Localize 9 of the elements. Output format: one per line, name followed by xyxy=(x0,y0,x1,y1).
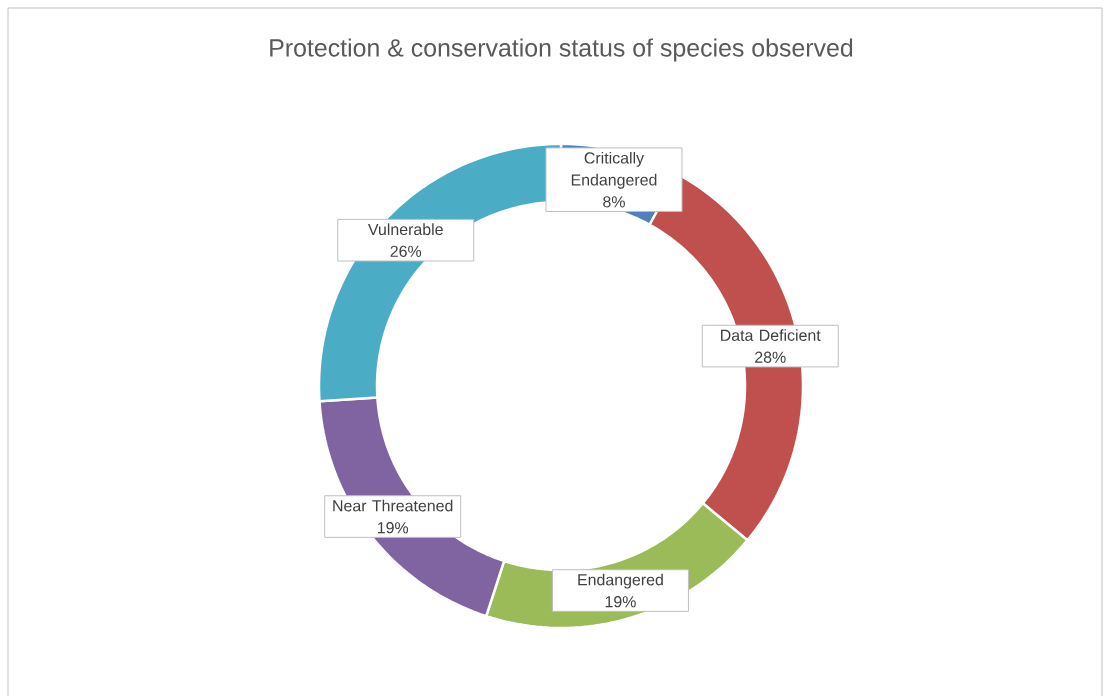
data-label: 19% xyxy=(377,522,409,534)
slice-label: Data Deficient xyxy=(721,329,821,342)
data-label: 28% xyxy=(755,351,786,364)
data-label: 19% xyxy=(605,596,636,608)
chart-title: Protection & conservation status of species observed xyxy=(270,38,853,62)
slice-label: Near Threatened xyxy=(333,499,453,512)
slice-label: Vulnerable xyxy=(367,223,443,236)
slice-label: Endangered xyxy=(578,573,663,589)
data-label: 26% xyxy=(390,245,422,258)
